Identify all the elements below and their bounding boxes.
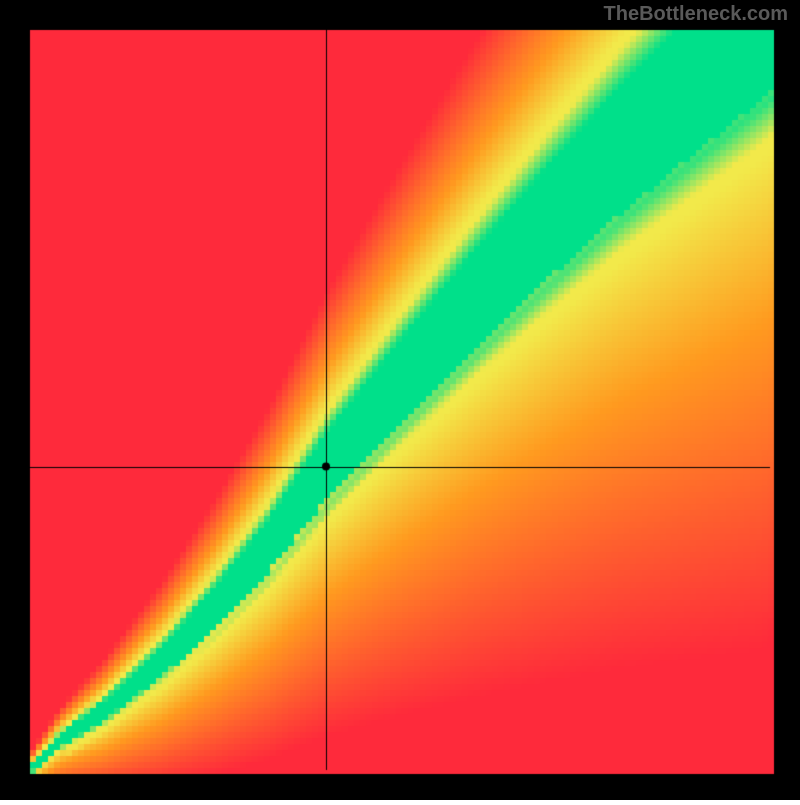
heatmap-canvas (0, 0, 800, 800)
watermark-text: TheBottleneck.com (604, 3, 788, 26)
chart-container: TheBottleneck.com (0, 0, 800, 800)
heatmap-canvas-wrap (0, 0, 800, 805)
